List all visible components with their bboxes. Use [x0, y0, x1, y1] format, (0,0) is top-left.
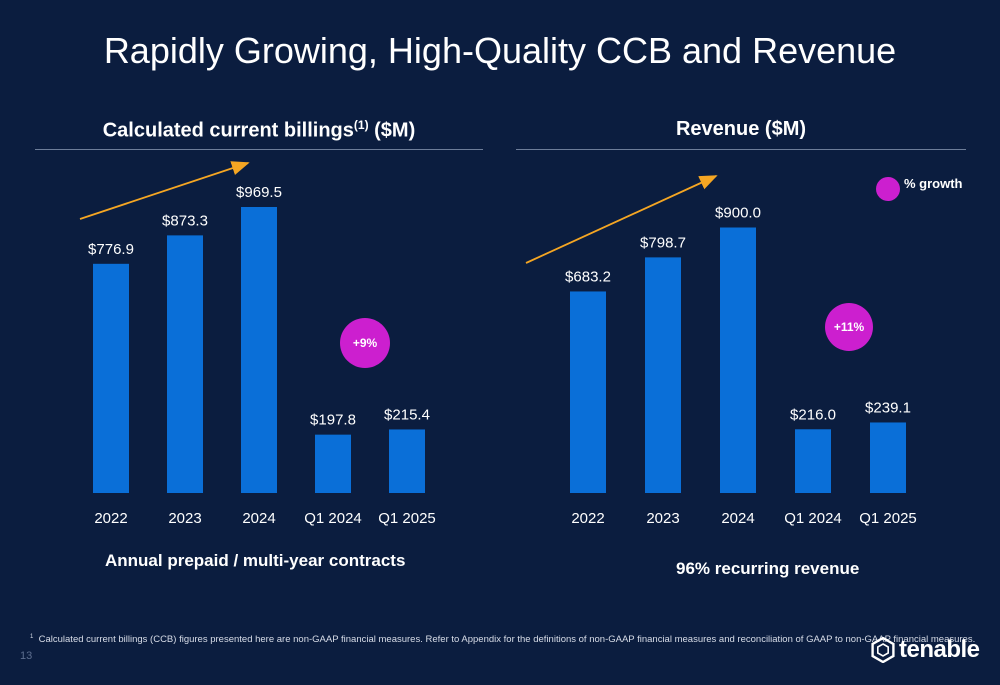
slide-title: Rapidly Growing, High-Quality CCB and Re…: [103, 30, 897, 71]
revenue-note: 96% recurring revenue: [676, 559, 860, 578]
ccb-bar: [389, 429, 425, 493]
ccb-title-unit: ($M): [368, 119, 416, 142]
footnote: 1 Calculated current billings (CCB) figu…: [30, 634, 975, 645]
revenue-category-label: Q1 2025: [859, 510, 917, 527]
growth-legend: % growth: [876, 175, 963, 201]
revenue-bar: [795, 429, 831, 493]
revenue-value-label: $683.2: [565, 268, 611, 285]
revenue-category-label: 2024: [721, 510, 754, 527]
tenable-logo-icon: [871, 637, 895, 663]
ccb-category-label: Q1 2024: [304, 510, 362, 527]
revenue-value-label: $900.0: [715, 205, 761, 222]
ccb-category-label: 2022: [94, 510, 127, 527]
growth-legend-swatch: [876, 177, 900, 201]
ccb-bar: [93, 263, 129, 493]
ccb-title-divider: [35, 149, 483, 150]
revenue-category-label: 2023: [646, 510, 679, 527]
ccb-title-footnote-marker: (1): [353, 118, 369, 132]
revenue-value-label: $216.0: [790, 406, 836, 423]
ccb-value-label: $197.8: [310, 412, 356, 429]
ccb-category-label: 2024: [242, 510, 275, 527]
ccb-bar: [167, 235, 203, 493]
revenue-value-label: $239.1: [865, 399, 911, 416]
revenue-category-label: 2022: [571, 510, 604, 527]
ccb-value-label: $969.5: [236, 184, 282, 201]
ccb-title-main: Calculated current billings: [102, 119, 354, 142]
ccb-bar: [315, 434, 351, 493]
revenue-value-label: $798.7: [640, 234, 686, 251]
ccb-trend-arrow: [79, 161, 250, 220]
tenable-logo: tenable: [870, 634, 980, 666]
revenue-bar: [570, 291, 606, 493]
ccb-category-label: 2023: [168, 510, 201, 527]
revenue-bar: [645, 257, 681, 493]
tenable-logo-text: tenable: [899, 636, 980, 663]
ccb-bar: [241, 207, 277, 493]
revenue-growth-label: +11%: [834, 320, 865, 334]
ccb-value-label: $215.4: [384, 406, 430, 423]
footnote-marker: 1: [30, 634, 34, 640]
revenue-bar: [870, 422, 906, 493]
ccb-note: Annual prepaid / multi-year contracts: [105, 551, 406, 570]
revenue-trend-arrow: [525, 175, 718, 264]
footnote-text: Calculated current billings (CCB) figure…: [38, 634, 976, 646]
ccb-chart-title: Calculated current billings(1) ($M): [35, 118, 483, 143]
page-number: 13: [20, 650, 33, 662]
ccb-category-label: Q1 2025: [378, 510, 436, 527]
growth-legend-label: % growth: [904, 175, 963, 191]
revenue-growth-bubble: [825, 303, 873, 351]
ccb-growth-label: +9%: [353, 336, 378, 350]
ccb-growth-bubble: [340, 318, 390, 368]
revenue-title-divider: [516, 149, 966, 150]
revenue-bar: [720, 227, 756, 493]
ccb-value-label: $776.9: [88, 241, 134, 258]
revenue-category-label: Q1 2024: [784, 510, 842, 527]
revenue-chart-title: Revenue ($M): [675, 118, 807, 140]
ccb-value-label: $873.3: [162, 212, 208, 229]
